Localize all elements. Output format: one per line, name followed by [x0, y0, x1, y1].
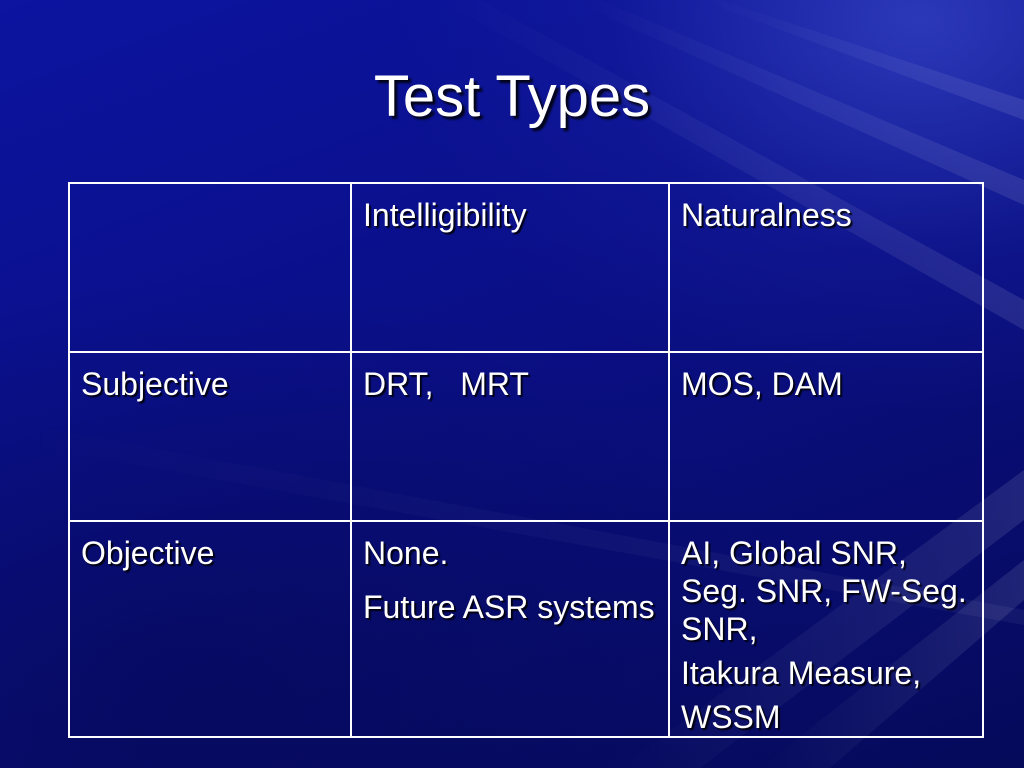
cell-text: AI, Global SNR, Seg. SNR, FW-Seg. SNR,	[681, 535, 967, 647]
test-types-table: Intelligibility Naturalness Subjective D…	[68, 182, 984, 738]
cell-objective-naturalness: AI, Global SNR, Seg. SNR, FW-Seg. SNR, I…	[668, 520, 984, 738]
cell-subjective-intelligibility: DRT, MRT	[350, 351, 670, 522]
row-label-subjective: Subjective	[68, 351, 352, 522]
header-naturalness: Naturalness	[668, 182, 984, 353]
cell-subjective-naturalness: MOS, DAM	[668, 351, 984, 522]
table-row-objective: Objective None. Future ASR systems AI, G…	[68, 520, 984, 738]
cell-text: WSSM	[681, 699, 781, 735]
cell-text: Future ASR systems	[363, 589, 655, 625]
cell-text: MOS, DAM	[681, 366, 843, 402]
slide-title: Test Types	[373, 64, 651, 129]
table-corner-cell	[68, 182, 352, 353]
table-header-row: Intelligibility Naturalness	[68, 182, 984, 353]
table-row-subjective: Subjective DRT, MRT MOS, DAM	[68, 351, 984, 522]
cell-text: None.	[363, 535, 449, 571]
cell-text: Itakura Measure,	[681, 655, 922, 691]
cell-text: DRT, MRT	[363, 366, 529, 402]
header-intelligibility: Intelligibility	[350, 182, 670, 353]
row-label-objective: Objective	[68, 520, 352, 738]
cell-objective-intelligibility: None. Future ASR systems	[350, 520, 670, 738]
